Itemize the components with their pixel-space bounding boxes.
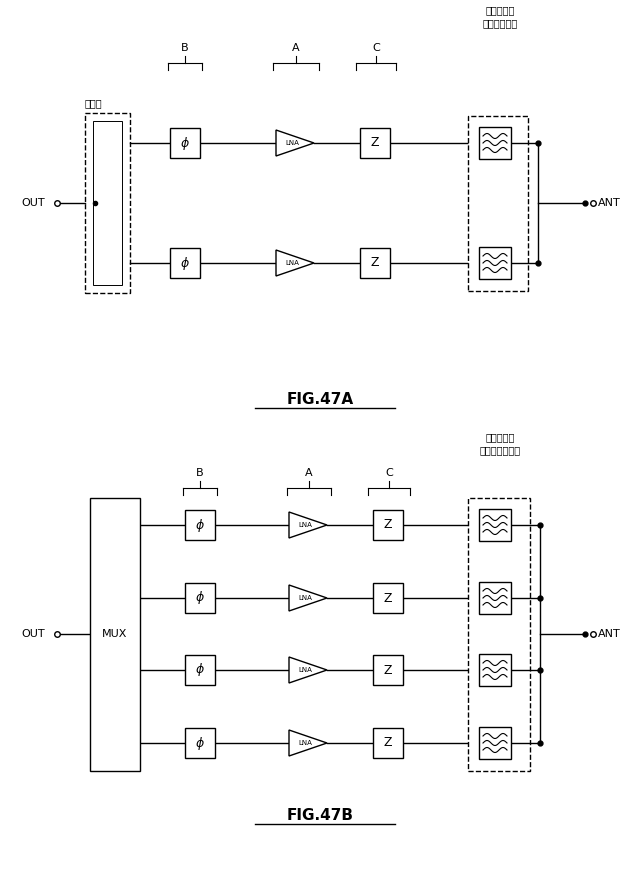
Bar — [468, 116, 528, 291]
Polygon shape — [289, 657, 327, 683]
Bar — [185, 510, 215, 540]
Text: Z: Z — [384, 518, 392, 532]
Text: FIG.47B: FIG.47B — [287, 807, 353, 822]
Text: B: B — [181, 43, 189, 53]
Text: $\phi$: $\phi$ — [180, 254, 190, 271]
Text: ANT: ANT — [598, 629, 621, 639]
Text: C: C — [372, 43, 380, 53]
Bar — [185, 583, 215, 613]
Text: $\phi$: $\phi$ — [195, 590, 205, 607]
Text: 結合器: 結合器 — [85, 98, 102, 108]
Text: MUX: MUX — [102, 629, 128, 639]
Bar — [479, 582, 511, 614]
Text: LNA: LNA — [285, 140, 299, 146]
Text: $\phi$: $\phi$ — [195, 735, 205, 751]
Bar — [373, 655, 403, 685]
Text: OUT: OUT — [21, 629, 45, 639]
Bar — [170, 128, 200, 158]
Text: LNA: LNA — [298, 595, 312, 601]
Bar — [185, 655, 215, 685]
Polygon shape — [289, 512, 327, 538]
Bar — [479, 654, 511, 686]
Text: $\phi$: $\phi$ — [195, 661, 205, 678]
Bar — [479, 727, 511, 759]
Text: LNA: LNA — [285, 260, 299, 266]
Text: Z: Z — [384, 592, 392, 605]
Text: Z: Z — [384, 663, 392, 676]
Bar — [93, 121, 122, 285]
Bar — [468, 497, 530, 771]
Bar — [185, 728, 215, 758]
Bar — [360, 248, 390, 278]
Polygon shape — [289, 585, 327, 611]
Text: A: A — [305, 468, 313, 478]
Text: LNA: LNA — [298, 740, 312, 746]
Bar — [373, 728, 403, 758]
Text: FIG.47A: FIG.47A — [287, 391, 353, 406]
Text: フィルタ／
ダイプレクサ: フィルタ／ ダイプレクサ — [483, 5, 518, 28]
Polygon shape — [276, 130, 314, 156]
Polygon shape — [289, 730, 327, 756]
Bar — [85, 113, 130, 293]
Bar — [479, 127, 511, 159]
Bar — [170, 248, 200, 278]
Text: $\phi$: $\phi$ — [180, 134, 190, 152]
Text: $\phi$: $\phi$ — [195, 517, 205, 533]
Text: LNA: LNA — [298, 667, 312, 673]
Text: A: A — [292, 43, 300, 53]
Text: Z: Z — [371, 137, 380, 149]
Text: ANT: ANT — [598, 198, 621, 208]
Bar — [373, 510, 403, 540]
Text: Z: Z — [371, 256, 380, 269]
Text: LNA: LNA — [298, 522, 312, 528]
Bar — [479, 509, 511, 541]
Polygon shape — [276, 250, 314, 276]
Bar — [373, 583, 403, 613]
Bar — [360, 128, 390, 158]
Bar — [90, 497, 140, 771]
Text: OUT: OUT — [21, 198, 45, 208]
Text: C: C — [385, 468, 393, 478]
Text: B: B — [196, 468, 204, 478]
Text: Z: Z — [384, 736, 392, 750]
Bar — [479, 247, 511, 279]
Text: フィルタ／
マルチプレクサ: フィルタ／ マルチプレクサ — [479, 433, 520, 455]
